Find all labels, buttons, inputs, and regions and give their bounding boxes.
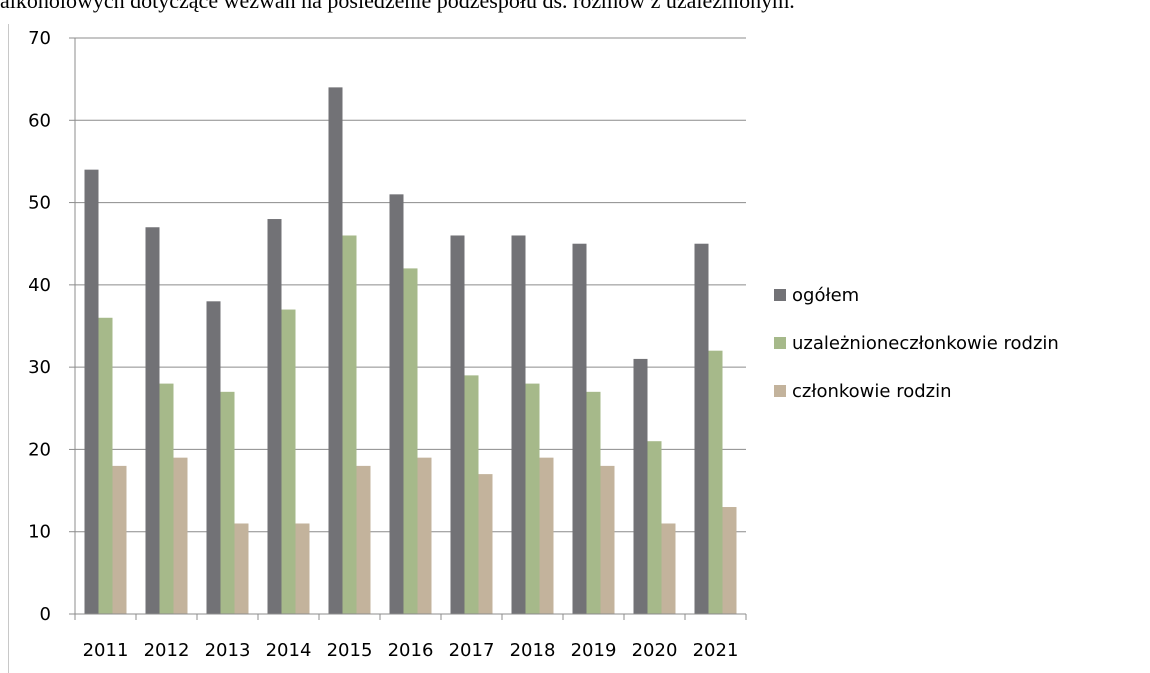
- y-tick-label: 0: [40, 604, 51, 625]
- x-tick-label: 2018: [510, 640, 556, 661]
- bar: [173, 457, 188, 614]
- y-tick-label: 30: [28, 357, 51, 378]
- bar: [708, 350, 723, 614]
- bars: [84, 87, 737, 615]
- bar: [600, 465, 615, 614]
- bar: [342, 235, 357, 614]
- bar: [206, 301, 221, 614]
- chart-frame-border: [8, 24, 9, 673]
- bar: [98, 317, 113, 614]
- x-tick-label: 2020: [632, 640, 678, 661]
- bar: [356, 465, 371, 614]
- bar: [234, 523, 249, 614]
- legend-swatch: [774, 337, 786, 349]
- legend: ogółem uzależnioneczłonkowie rodzin członk…: [774, 285, 1059, 402]
- x-tick-label: 2014: [266, 640, 312, 661]
- bar: [389, 194, 404, 615]
- bar: [295, 523, 310, 614]
- bar: [633, 358, 648, 614]
- bar: [661, 523, 676, 614]
- x-tick-label: 2015: [327, 640, 373, 661]
- legend-label: członkowie rodzin: [792, 381, 952, 402]
- bar: [464, 375, 479, 614]
- x-tick-label: 2013: [205, 640, 251, 661]
- bar: [647, 441, 662, 614]
- y-tick-label: 60: [28, 110, 51, 131]
- bar: [511, 235, 526, 614]
- bar: [478, 474, 493, 614]
- y-tick-label: 50: [28, 193, 51, 214]
- y-tick-label: 40: [28, 275, 51, 296]
- bar: [586, 391, 601, 614]
- bar: [722, 507, 737, 614]
- bar: [112, 465, 127, 614]
- y-tick-label: 10: [28, 522, 51, 543]
- bar: [450, 235, 465, 614]
- x-tick-label: 2016: [388, 640, 434, 661]
- bar: [220, 391, 235, 614]
- x-tick-label: 2012: [144, 640, 190, 661]
- bar: [694, 243, 709, 614]
- legend-label: ogółem: [792, 285, 859, 306]
- bar: [267, 219, 282, 614]
- bar: [572, 243, 587, 614]
- bar: [281, 309, 296, 614]
- legend-swatch: [774, 385, 786, 397]
- y-tick-label: 70: [28, 28, 51, 49]
- bar: [539, 457, 554, 614]
- bar: [159, 383, 174, 614]
- bar: [145, 227, 160, 614]
- axes: 0 10 20 30 40 50 60 70 2011 2012 2013 2014 2015 2016 2…: [28, 28, 747, 661]
- bar: [417, 457, 432, 614]
- x-tick-label: 2019: [571, 640, 617, 661]
- x-tick-label: 2017: [449, 640, 495, 661]
- x-tick-label: 2021: [693, 640, 739, 661]
- bar: [525, 383, 540, 614]
- y-tick-label: 20: [28, 439, 51, 460]
- document-text: alkoholowych dotyczące wezwań na posiedz…: [0, 0, 795, 13]
- x-tick-label: 2011: [83, 640, 129, 661]
- bar: [328, 87, 343, 614]
- legend-swatch: [774, 289, 786, 301]
- bar: [84, 169, 99, 614]
- bar: [403, 268, 418, 614]
- legend-label: uzależnioneczłonkowie rodzin: [792, 333, 1059, 354]
